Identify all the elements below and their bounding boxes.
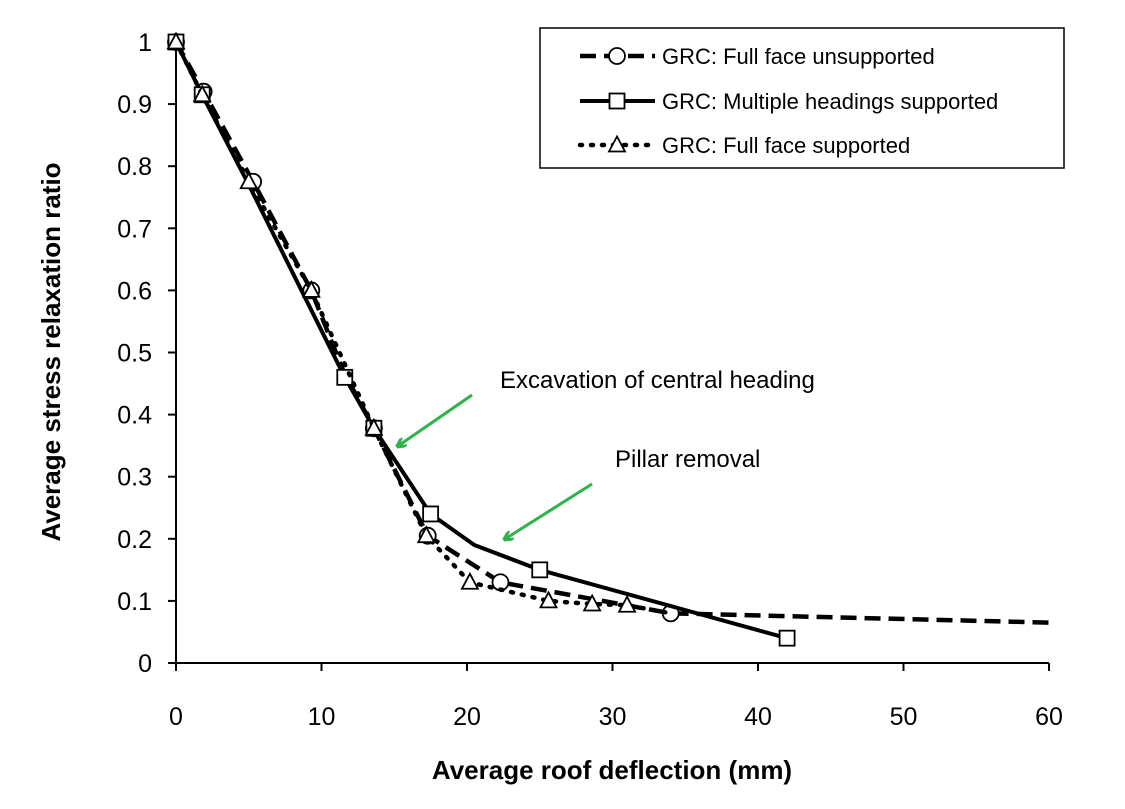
series-layer (166, 31, 1050, 647)
y-tick-label: 0.9 (117, 91, 152, 119)
y-tick-label: 0.5 (117, 340, 152, 368)
y-tick-label: 0.1 (117, 588, 152, 616)
axes: 00.10.20.30.40.50.60.70.80.910 10 20 30 40 50… (117, 29, 1063, 731)
legend-marker-triangle (607, 134, 627, 153)
data-point-triangle (416, 525, 436, 544)
legend-marker-circle (608, 47, 626, 65)
x-tick-label: 10 (308, 703, 336, 731)
annotation-label: Pillar removal (615, 446, 760, 473)
x-tick-label: 50 (890, 703, 918, 731)
data-point-triangle (301, 279, 321, 298)
legend: GRC: Full face unsupported GRC: Multiple … (539, 27, 1065, 169)
legend-label: GRC: Full face supported (662, 133, 910, 158)
data-point-triangle (617, 594, 637, 613)
data-point-square (422, 505, 440, 523)
legend-label: GRC: Multiple headings supported (662, 89, 998, 114)
annotation-layer: Excavation of central heading Pillar remo… (398, 367, 815, 539)
x-tick-label: 0 (169, 703, 183, 731)
y-tick-label: 0 (138, 650, 152, 678)
y-axis-title: Average stress relaxation ratio (36, 162, 66, 541)
data-point-triangle (460, 571, 480, 590)
annotation-arrow (505, 482, 593, 539)
y-tick-label: 0.7 (117, 215, 152, 243)
data-point-triangle (166, 31, 186, 50)
y-tick-label: 0.3 (117, 464, 152, 492)
y-tick-label: 1 (138, 29, 152, 57)
annotation-label: Excavation of central heading (500, 367, 815, 394)
data-point-square (778, 629, 796, 647)
x-tick-label: 60 (1035, 703, 1063, 731)
legend-box (539, 27, 1065, 169)
data-point-triangle (538, 590, 558, 609)
y-tick-label: 0.6 (117, 277, 152, 305)
y-tick-label: 0.4 (117, 402, 152, 430)
y-tick-label: 0.8 (117, 153, 152, 181)
series-triangle (166, 31, 673, 616)
legend-label: GRC: Full face unsupported (662, 44, 935, 69)
annotation-arrow (398, 393, 473, 446)
x-tick-label: 40 (744, 703, 772, 731)
data-point-square (531, 561, 549, 579)
y-tick-label: 0.2 (117, 526, 152, 554)
data-point-triangle (364, 417, 384, 436)
series-line-circle (174, 40, 1050, 625)
x-axis-title: Average roof deflection (mm) (432, 755, 792, 785)
data-point-triangle (239, 171, 259, 190)
x-tick-label: 20 (453, 703, 481, 731)
legend-marker-square (608, 92, 626, 110)
data-point-triangle (192, 84, 212, 103)
x-tick-label: 30 (599, 703, 627, 731)
data-point-triangle (582, 593, 602, 612)
